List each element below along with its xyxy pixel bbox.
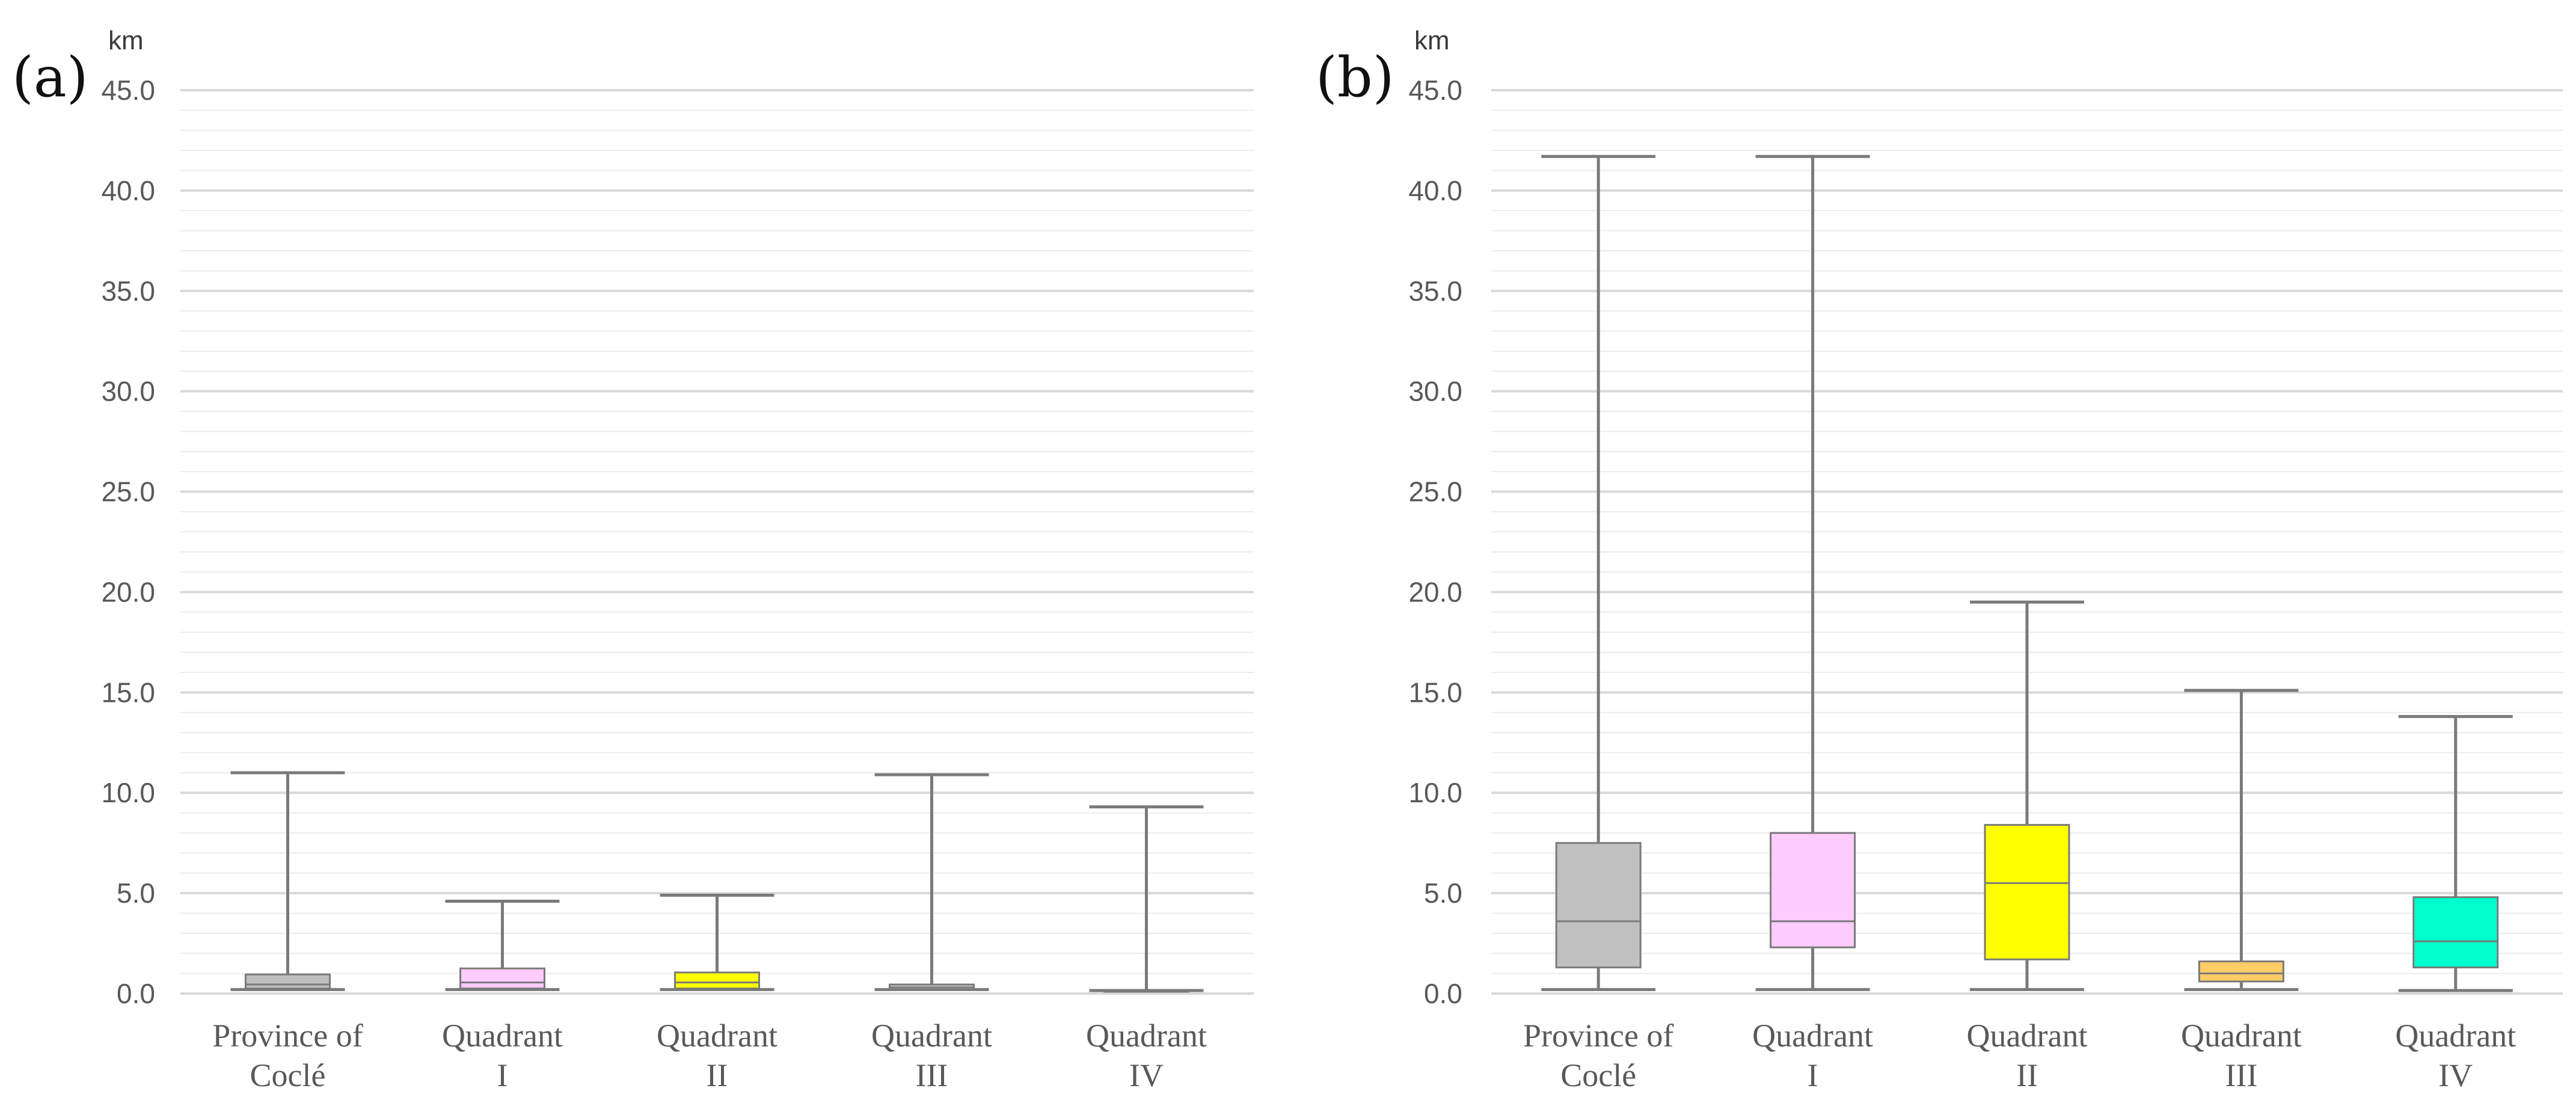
y-tick-label: 10.0 bbox=[1408, 777, 1462, 808]
category-label: II bbox=[2016, 1057, 2038, 1093]
category-label: Coclé bbox=[1560, 1057, 1636, 1093]
box-iqr bbox=[674, 971, 760, 990]
category-label: III bbox=[2225, 1057, 2257, 1093]
category-label: Quadrant bbox=[442, 1018, 563, 1054]
box-iqr bbox=[2198, 960, 2284, 983]
category-label: I bbox=[1808, 1057, 1818, 1093]
y-unit-label: km bbox=[108, 26, 144, 55]
box-iqr bbox=[1984, 824, 2070, 960]
y-tick-label: 45.0 bbox=[1408, 75, 1462, 106]
category-label: Quadrant bbox=[2395, 1018, 2516, 1054]
y-tick-label: 25.0 bbox=[1408, 476, 1462, 508]
category-label: Quadrant bbox=[2181, 1018, 2302, 1054]
y-tick-label: 5.0 bbox=[1424, 877, 1462, 909]
category-label: Quadrant bbox=[1967, 1018, 2088, 1054]
y-tick-label: 30.0 bbox=[1408, 376, 1462, 407]
y-tick-label: 20.0 bbox=[101, 576, 155, 607]
y-tick-label: 20.0 bbox=[1408, 576, 1462, 607]
box-iqr bbox=[2412, 896, 2499, 969]
y-tick-label: 45.0 bbox=[101, 75, 155, 106]
category-label: Coclé bbox=[250, 1057, 326, 1093]
category-label: Province of bbox=[212, 1018, 363, 1054]
y-tick-label: 35.0 bbox=[101, 275, 155, 307]
panel-label: (b) bbox=[1316, 45, 1394, 109]
y-tick-label: 15.0 bbox=[1408, 677, 1462, 708]
category-label: Quadrant bbox=[1752, 1018, 1873, 1054]
y-tick-label: 30.0 bbox=[101, 376, 155, 407]
box-iqr bbox=[1770, 832, 1856, 948]
category-label: Quadrant bbox=[871, 1018, 992, 1054]
category-label: IV bbox=[2438, 1057, 2473, 1093]
category-label: IV bbox=[1129, 1057, 1164, 1093]
y-tick-label: 35.0 bbox=[1408, 275, 1462, 307]
box-iqr bbox=[459, 967, 545, 990]
box-iqr bbox=[245, 973, 331, 990]
category-label: I bbox=[497, 1057, 508, 1093]
y-tick-label: 10.0 bbox=[101, 777, 155, 808]
category-label: Quadrant bbox=[657, 1018, 777, 1054]
y-unit-label: km bbox=[1414, 26, 1450, 55]
y-tick-label: 40.0 bbox=[1408, 175, 1462, 206]
panel-label: (a) bbox=[12, 45, 88, 109]
box-iqr bbox=[1555, 842, 1642, 969]
y-tick-label: 0.0 bbox=[1424, 978, 1462, 1009]
category-label: Province of bbox=[1523, 1018, 1673, 1054]
category-label: II bbox=[707, 1057, 728, 1093]
category-label: III bbox=[916, 1057, 948, 1093]
y-tick-label: 25.0 bbox=[101, 476, 155, 508]
y-tick-label: 15.0 bbox=[101, 677, 155, 708]
y-tick-label: 5.0 bbox=[117, 877, 155, 909]
y-tick-label: 0.0 bbox=[117, 978, 155, 1009]
category-label: Quadrant bbox=[1086, 1018, 1207, 1054]
y-tick-label: 40.0 bbox=[101, 175, 155, 206]
